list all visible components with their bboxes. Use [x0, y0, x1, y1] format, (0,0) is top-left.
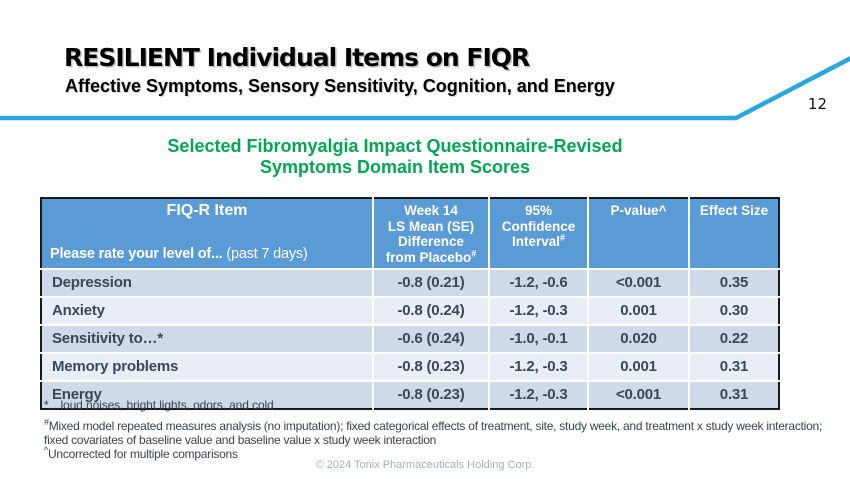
slide-subtitle: Affective Symptoms, Sensory Sensitivity,…	[65, 76, 615, 96]
table-row-energy: Energy -0.8 (0.23) -1.2, -0.3 <0.001 0.3…	[41, 381, 779, 409]
row-effect-size: 0.31	[688, 381, 779, 409]
row-week14-value: -0.8 (0.24)	[372, 297, 489, 325]
row-week14-value: -0.6 (0.24)	[372, 325, 489, 353]
row-item-label: Memory problems	[52, 358, 179, 375]
table-row-depression: Depression -0.8 (0.21) -1.2, -0.6 <0.001…	[41, 269, 779, 297]
table-row-sensitivity: Sensitivity to…* -0.6 (0.24) -1.0, -0.1 …	[41, 325, 779, 353]
row-item-label: Depression	[52, 274, 132, 291]
column-header-fiqr-item: FIQ-R Item Please rate your level of... …	[41, 198, 373, 269]
row-week14-value: -0.8 (0.21)	[372, 269, 489, 297]
row-ci-value: -1.2, -0.3	[488, 381, 588, 409]
row-pvalue: 0.001	[587, 353, 689, 381]
row-pvalue: 0.020	[587, 325, 689, 353]
row-effect-size: 0.31	[688, 353, 779, 381]
row-week14-value: -0.8 (0.23)	[372, 353, 489, 381]
row-item-label: Sensitivity to…*	[52, 330, 163, 347]
row-item-label: Energy	[52, 386, 102, 403]
row-pvalue: <0.001	[587, 269, 689, 297]
row-week14-value: -0.8 (0.23)	[372, 381, 489, 409]
row-item-label: Anxiety	[52, 302, 105, 319]
column-header-week14: Week 14 LS Mean (SE) Difference from Pla…	[372, 198, 489, 269]
column-header-effect-size: Effect Size	[688, 198, 779, 269]
page-number: 12	[807, 95, 827, 113]
column-header-confidence-interval: 95% Confidence Interval#	[488, 198, 588, 269]
table-row-memory-problems: Memory problems -0.8 (0.23) -1.2, -0.3 0…	[41, 353, 779, 381]
table-header-row: FIQ-R Item Please rate your level of... …	[41, 198, 779, 269]
row-pvalue: <0.001	[587, 381, 689, 409]
section-heading: Selected Fibromyalgia Impact Questionnai…	[40, 136, 750, 178]
section-heading-line1: Selected Fibromyalgia Impact Questionnai…	[167, 136, 623, 156]
row-ci-value: -1.2, -0.6	[488, 269, 588, 297]
row-ci-value: -1.2, -0.3	[488, 297, 588, 325]
row-pvalue: 0.001	[587, 297, 689, 325]
fiqr-item-title: FIQ-R Item	[166, 202, 248, 219]
footnote-hash: #Mixed model repeated measures analysis …	[44, 417, 823, 447]
copyright-footer: © 2024 Tonix Pharmaceuticals Holding Cor…	[315, 459, 535, 471]
fiqr-scores-table: FIQ-R Item Please rate your level of... …	[40, 197, 780, 410]
footnote-asterisk: *…loud noises, bright lights, odors, and…	[44, 398, 274, 412]
row-effect-size: 0.35	[688, 269, 779, 297]
footnote-caret: ^Uncorrected for multiple comparisons	[44, 445, 238, 462]
table-row-anxiety: Anxiety -0.8 (0.24) -1.2, -0.3 0.001 0.3…	[41, 297, 779, 325]
row-effect-size: 0.22	[688, 325, 779, 353]
column-header-pvalue: P-value^	[587, 198, 689, 269]
row-ci-value: -1.0, -0.1	[488, 325, 588, 353]
row-effect-size: 0.30	[688, 297, 779, 325]
row-ci-value: -1.2, -0.3	[488, 353, 588, 381]
section-heading-line2: Symptoms Domain Item Scores	[259, 157, 531, 177]
fiqr-item-prompt: Please rate your level of... (past 7 day…	[50, 245, 308, 262]
slide-title: RESILIENT Individual Items on FIQR	[64, 43, 530, 72]
